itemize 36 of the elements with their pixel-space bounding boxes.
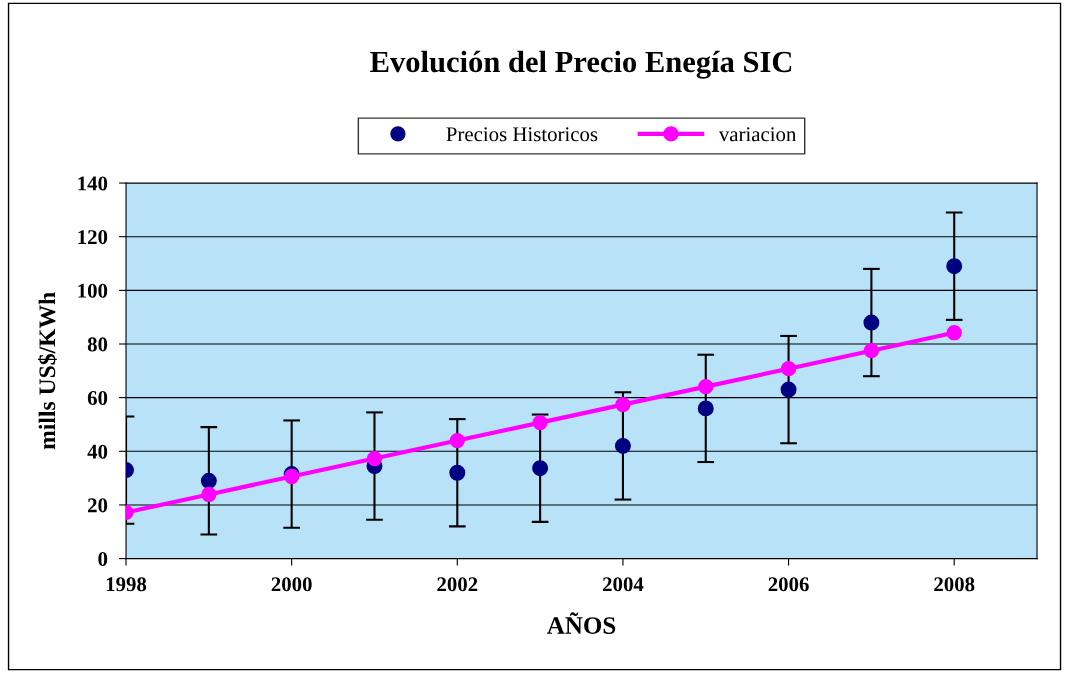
y-tick-label: 140 [78,176,108,191]
point [449,432,465,449]
y-tick-label: 20 [88,498,108,513]
legend-label: variacion [718,127,797,142]
point [946,258,963,275]
point [698,379,714,395]
legend-label: Precios Historicos [446,127,598,142]
point [863,343,880,359]
chart-title: Evolución del Precio Enegía SIC [370,50,792,79]
x-tick-label: 2000 [271,577,312,592]
y-axis-title: mills US$/KWh [37,292,57,450]
y-tick-label: 40 [87,444,108,459]
point [780,381,797,398]
point [780,361,797,377]
y-tick-label: 120 [78,230,108,245]
x-tick-label: 2008 [934,577,975,592]
point [946,325,962,341]
point [532,460,549,477]
point [615,396,631,413]
y-tick-label: 0 [98,551,108,567]
point [532,414,548,431]
x-tick-label: 2006 [768,577,809,592]
x-tick-label: 2004 [602,577,644,592]
y-tick-label: 80 [87,337,108,352]
point [201,486,217,503]
point [366,450,383,467]
point [449,464,466,481]
point [863,314,880,331]
x-tick-label: 1998 [106,577,147,592]
point [697,400,714,417]
x-axis-title: AÑOS [547,612,616,634]
point [614,437,631,454]
y-tick-label: 100 [78,283,108,298]
y-tick-label: 60 [87,391,108,406]
x-tick-label: 2002 [437,577,478,592]
point [200,472,217,489]
